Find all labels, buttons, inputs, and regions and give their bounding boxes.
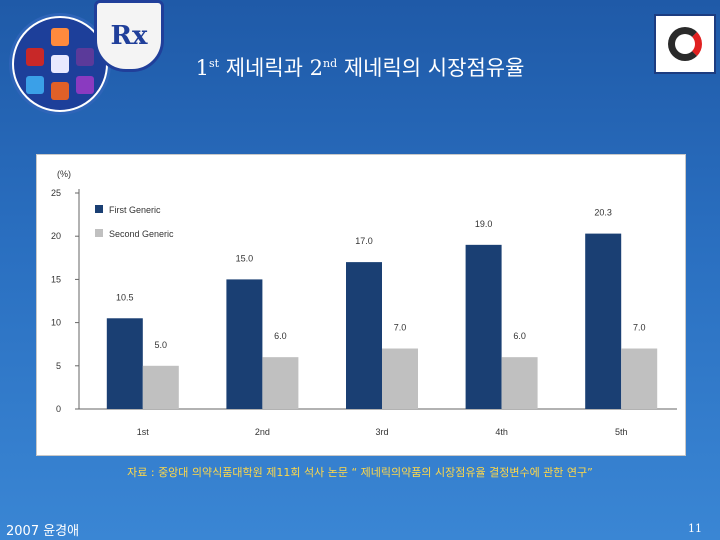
corner-logo-ring-icon <box>668 27 702 61</box>
title-end: 제네릭의 시장점유율 <box>337 56 525 80</box>
rx-shield-text: Rx <box>110 21 148 51</box>
emblem-tile-icon <box>51 55 69 73</box>
data-label-first-generic: 15.0 <box>236 253 254 263</box>
data-label-first-generic: 20.3 <box>594 208 612 218</box>
data-label-second-generic: 5.0 <box>155 340 168 350</box>
legend-label-first-generic: First Generic <box>109 205 161 215</box>
data-label-second-generic: 6.0 <box>513 331 526 341</box>
y-tick-label: 0 <box>56 404 61 414</box>
rx-shield-logo: Rx <box>94 0 164 72</box>
data-label-second-generic: 7.0 <box>633 323 646 333</box>
data-label-first-generic: 19.0 <box>475 219 493 229</box>
bar-first-generic <box>346 262 382 409</box>
bar-second-generic <box>142 365 179 409</box>
emblem-tile-icon <box>26 76 44 94</box>
source-note: 자료 : 중앙대 의약식품대학원 제11회 석사 논문 “ 제네릭의약품의 시장… <box>127 466 593 479</box>
x-tick-label: 5th <box>615 427 628 437</box>
title-first-number: 1 <box>195 56 209 80</box>
title-middle: 제네릭과 2 <box>219 56 324 80</box>
x-tick-label: 3rd <box>375 427 388 437</box>
y-tick-label: 5 <box>56 361 61 371</box>
x-tick-label: 4th <box>495 427 508 437</box>
bar-first-generic <box>226 279 263 409</box>
emblem-tile-icon <box>51 28 69 46</box>
emblem-tile-icon <box>76 76 94 94</box>
x-tick-label: 2nd <box>255 427 270 437</box>
y-tick-label: 15 <box>51 274 61 284</box>
y-tick-label: 25 <box>51 188 61 198</box>
bar-first-generic <box>465 244 502 409</box>
corner-logo-icon <box>654 14 716 74</box>
legend-swatch-second-generic <box>95 229 103 237</box>
title-second-sup: nd <box>323 57 338 70</box>
data-label-first-generic: 10.5 <box>116 292 134 302</box>
slide-title: 1st 제네릭과 2nd 제네릭의 시장점유율 <box>0 52 720 82</box>
data-label-second-generic: 6.0 <box>274 331 287 341</box>
data-label-second-generic: 7.0 <box>394 323 407 333</box>
emblem-tile-icon <box>51 82 69 100</box>
bar-first-generic <box>106 318 143 409</box>
y-tick-label: 20 <box>51 231 61 241</box>
legend-swatch-first-generic <box>95 205 103 213</box>
x-tick-label: 1st <box>137 427 150 437</box>
footer-author: 2007 윤경애 <box>6 524 80 539</box>
bar-second-generic <box>501 357 538 409</box>
bar-first-generic <box>585 233 622 409</box>
y-axis-label: (%) <box>57 169 71 179</box>
page-number: 11 <box>688 522 702 535</box>
chart-panel: (%) 0 5 10 15 20 25 10.5 5.0 1st 15.0 6.0 2nd 17.0 7.0… <box>36 154 686 456</box>
bar-chart: (%) 0 5 10 15 20 25 10.5 5.0 1st 15.0 6.0 2nd 17.0 7.0… <box>51 169 677 437</box>
y-tick-label: 10 <box>51 318 61 328</box>
pharmacy-emblem-logo <box>12 16 108 112</box>
emblem-tile-icon <box>26 48 44 66</box>
bar-second-generic <box>262 357 299 409</box>
legend-label-second-generic: Second Generic <box>109 229 174 239</box>
bar-second-generic <box>382 348 418 409</box>
emblem-tile-icon <box>76 48 94 66</box>
bar-second-generic <box>621 348 658 409</box>
title-first-sup: st <box>208 57 220 70</box>
data-label-first-generic: 17.0 <box>355 236 373 246</box>
